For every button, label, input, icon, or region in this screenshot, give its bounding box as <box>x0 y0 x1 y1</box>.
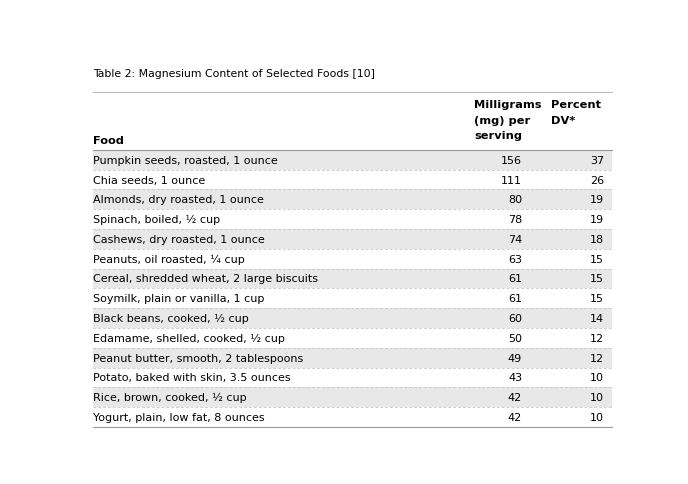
Text: 26: 26 <box>590 175 604 185</box>
Text: Black beans, cooked, ½ cup: Black beans, cooked, ½ cup <box>93 313 248 323</box>
Bar <box>93 368 612 388</box>
Text: DV*: DV* <box>551 115 575 125</box>
Text: Spinach, boiled, ½ cup: Spinach, boiled, ½ cup <box>93 214 220 225</box>
Bar <box>93 210 612 229</box>
Text: Cashews, dry roasted, 1 ounce: Cashews, dry roasted, 1 ounce <box>93 234 265 244</box>
Text: Cereal, shredded wheat, 2 large biscuits: Cereal, shredded wheat, 2 large biscuits <box>93 274 318 284</box>
Bar <box>93 289 612 308</box>
Text: 15: 15 <box>590 294 604 303</box>
Text: 18: 18 <box>590 234 604 244</box>
Text: 111: 111 <box>501 175 522 185</box>
Bar <box>93 170 612 190</box>
Text: 49: 49 <box>508 353 522 363</box>
Text: serving: serving <box>474 131 522 141</box>
Text: Percent: Percent <box>551 100 601 110</box>
Text: 80: 80 <box>508 195 522 205</box>
Text: Potato, baked with skin, 3.5 ounces: Potato, baked with skin, 3.5 ounces <box>93 373 290 383</box>
Text: 10: 10 <box>590 412 604 422</box>
Text: Soymilk, plain or vanilla, 1 cup: Soymilk, plain or vanilla, 1 cup <box>93 294 264 303</box>
Text: (mg) per: (mg) per <box>474 115 530 125</box>
Bar <box>93 151 612 170</box>
Text: 60: 60 <box>508 314 522 323</box>
Text: 43: 43 <box>508 373 522 383</box>
Text: 14: 14 <box>590 314 604 323</box>
Text: Peanuts, oil roasted, ¼ cup: Peanuts, oil roasted, ¼ cup <box>93 254 245 264</box>
Text: 12: 12 <box>590 353 604 363</box>
Text: 42: 42 <box>508 412 522 422</box>
Text: 61: 61 <box>508 274 522 284</box>
Bar <box>93 328 612 348</box>
Text: Food: Food <box>93 136 124 145</box>
Bar <box>93 229 612 249</box>
Text: Edamame, shelled, cooked, ½ cup: Edamame, shelled, cooked, ½ cup <box>93 333 285 343</box>
Text: Peanut butter, smooth, 2 tablespoons: Peanut butter, smooth, 2 tablespoons <box>93 353 303 363</box>
Text: 37: 37 <box>590 155 604 166</box>
Text: 15: 15 <box>590 254 604 264</box>
Text: Milligrams: Milligrams <box>474 100 541 110</box>
Text: 50: 50 <box>508 333 522 343</box>
Bar <box>93 190 612 210</box>
Bar <box>93 348 612 368</box>
Bar <box>93 407 612 427</box>
Bar <box>93 269 612 289</box>
Bar <box>93 249 612 269</box>
Text: 10: 10 <box>590 393 604 402</box>
Bar <box>93 388 612 407</box>
Text: 19: 19 <box>590 195 604 205</box>
Text: Rice, brown, cooked, ½ cup: Rice, brown, cooked, ½ cup <box>93 393 246 402</box>
Text: Table 2: Magnesium Content of Selected Foods [10]: Table 2: Magnesium Content of Selected F… <box>93 69 375 79</box>
Text: Yogurt, plain, low fat, 8 ounces: Yogurt, plain, low fat, 8 ounces <box>93 412 265 422</box>
Text: Almonds, dry roasted, 1 ounce: Almonds, dry roasted, 1 ounce <box>93 195 264 205</box>
Text: 15: 15 <box>590 274 604 284</box>
Text: 61: 61 <box>508 294 522 303</box>
Text: 19: 19 <box>590 214 604 225</box>
Bar <box>93 308 612 328</box>
Text: 63: 63 <box>508 254 522 264</box>
Text: 156: 156 <box>501 155 522 166</box>
Text: 42: 42 <box>508 393 522 402</box>
Text: 74: 74 <box>508 234 522 244</box>
Text: Pumpkin seeds, roasted, 1 ounce: Pumpkin seeds, roasted, 1 ounce <box>93 155 278 166</box>
Text: 78: 78 <box>508 214 522 225</box>
Text: 10: 10 <box>590 373 604 383</box>
Text: 12: 12 <box>590 333 604 343</box>
Text: Chia seeds, 1 ounce: Chia seeds, 1 ounce <box>93 175 205 185</box>
